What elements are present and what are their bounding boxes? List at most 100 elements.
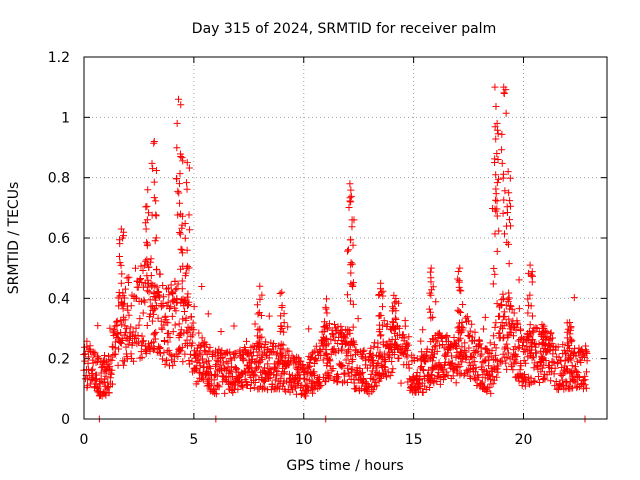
- data-points: [80, 83, 591, 423]
- data-point: [204, 369, 212, 377]
- data-point: [230, 322, 238, 330]
- data-point: [354, 315, 362, 323]
- data-point: [390, 305, 398, 313]
- data-point: [404, 346, 412, 354]
- data-point: [471, 358, 479, 366]
- data-point: [143, 242, 151, 250]
- data-point: [452, 353, 460, 361]
- data-point: [253, 352, 261, 360]
- y-axis-label: SRMTID / TECUs: [6, 182, 22, 295]
- data-point: [506, 197, 514, 205]
- y-tick-label: 1.2: [48, 50, 70, 66]
- data-point: [157, 349, 165, 357]
- data-point: [188, 339, 196, 347]
- data-point: [184, 302, 192, 310]
- data-point: [347, 186, 355, 194]
- data-point: [202, 340, 210, 348]
- data-point: [493, 119, 501, 127]
- data-point: [177, 299, 185, 307]
- data-point: [215, 383, 223, 391]
- data-point: [347, 236, 355, 244]
- data-point: [532, 349, 540, 357]
- data-point: [428, 354, 436, 362]
- data-point: [575, 374, 583, 382]
- data-point: [166, 334, 174, 342]
- data-point: [506, 202, 514, 210]
- data-point: [350, 337, 358, 345]
- data-point: [339, 362, 347, 370]
- data-point: [330, 332, 338, 340]
- data-point: [279, 341, 287, 349]
- data-point: [148, 317, 156, 325]
- data-point: [449, 372, 457, 380]
- data-point: [404, 341, 412, 349]
- data-point: [524, 269, 532, 277]
- data-point: [118, 337, 126, 345]
- data-point: [154, 314, 162, 322]
- data-point: [164, 338, 172, 346]
- data-point: [464, 332, 472, 340]
- data-point: [129, 339, 137, 347]
- data-point: [474, 347, 482, 355]
- data-point: [139, 267, 147, 275]
- data-point: [345, 346, 353, 354]
- data-point: [278, 288, 286, 296]
- data-point: [428, 346, 436, 354]
- data-point: [370, 343, 378, 351]
- data-point: [167, 281, 175, 289]
- data-point: [508, 305, 516, 313]
- data-point: [152, 167, 160, 175]
- data-point: [499, 209, 507, 217]
- data-point: [320, 318, 328, 326]
- data-point: [114, 329, 122, 337]
- data-point: [483, 388, 491, 396]
- data-point: [436, 342, 444, 350]
- data-point: [312, 342, 320, 350]
- data-point: [150, 178, 158, 186]
- data-point: [540, 344, 548, 352]
- data-point: [443, 333, 451, 341]
- data-point: [345, 203, 353, 211]
- data-point: [347, 269, 355, 277]
- data-point: [393, 341, 401, 349]
- data-point: [151, 282, 159, 290]
- data-point: [388, 368, 396, 376]
- data-point: [101, 352, 109, 360]
- data-point: [265, 374, 273, 382]
- data-point: [492, 344, 500, 352]
- data-point: [246, 385, 254, 393]
- data-point: [165, 346, 173, 354]
- data-point: [170, 357, 178, 365]
- data-point: [583, 368, 591, 376]
- data-point: [578, 380, 586, 388]
- y-tick-label: 1: [61, 110, 70, 126]
- data-point: [322, 334, 330, 342]
- data-point: [547, 330, 555, 338]
- data-point: [487, 389, 495, 397]
- data-point: [482, 345, 490, 353]
- data-point: [459, 324, 467, 332]
- data-point: [146, 347, 154, 355]
- data-point: [492, 102, 500, 110]
- data-point: [157, 303, 165, 311]
- data-point: [93, 371, 101, 379]
- data-point: [183, 185, 191, 193]
- data-point: [493, 197, 501, 205]
- data-point: [527, 330, 535, 338]
- data-point: [504, 168, 512, 176]
- data-point: [382, 358, 390, 366]
- data-point: [226, 354, 234, 362]
- data-point: [142, 219, 150, 227]
- data-point: [232, 349, 240, 357]
- data-point: [184, 262, 192, 270]
- data-point: [256, 282, 264, 290]
- data-point: [505, 315, 513, 323]
- data-point: [346, 329, 354, 337]
- data-point: [348, 281, 356, 289]
- data-point: [430, 379, 438, 387]
- data-point: [176, 230, 184, 238]
- data-point: [130, 357, 138, 365]
- data-point: [549, 334, 557, 342]
- data-point: [182, 269, 190, 277]
- data-point: [316, 347, 324, 355]
